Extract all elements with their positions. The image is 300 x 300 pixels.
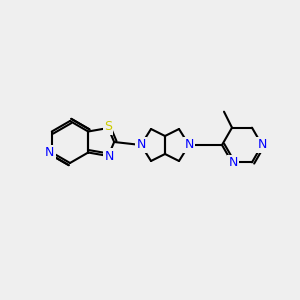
Text: N: N <box>228 156 238 169</box>
Text: N: N <box>136 139 146 152</box>
Text: N: N <box>104 149 114 163</box>
Text: N: N <box>257 139 267 152</box>
Text: N: N <box>184 139 194 152</box>
Text: N: N <box>45 146 55 159</box>
Text: S: S <box>104 121 112 134</box>
Text: N: N <box>184 139 194 152</box>
Text: N: N <box>184 139 194 152</box>
